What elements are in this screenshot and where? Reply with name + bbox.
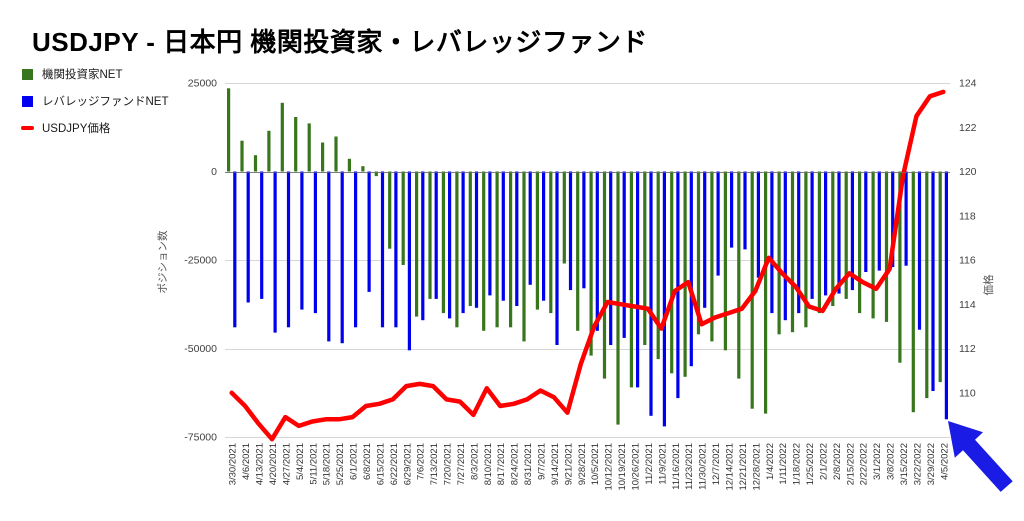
svg-text:120: 120 [959, 166, 977, 178]
svg-text:5/18/2021: 5/18/2021 [322, 443, 333, 485]
svg-text:6/1/2021: 6/1/2021 [349, 443, 360, 480]
svg-text:4/5/2022: 4/5/2022 [939, 443, 950, 480]
svg-text:2/15/2022: 2/15/2022 [845, 443, 856, 485]
legend: 機関投資家NET レバレッジファンドNET USDJPY価格 [21, 66, 169, 147]
svg-text:118: 118 [959, 210, 976, 222]
svg-text:7/20/2021: 7/20/2021 [443, 443, 454, 485]
svg-text:4/20/2021: 4/20/2021 [268, 443, 279, 485]
svg-text:11/30/2021: 11/30/2021 [698, 443, 709, 490]
left-axis-title: ポジション数 [156, 230, 169, 293]
chart-title: USDJPY - 日本円 機関投資家・レバレッジファンド [32, 27, 648, 57]
svg-text:124: 124 [959, 78, 977, 90]
svg-text:11/2/2021: 11/2/2021 [644, 443, 655, 485]
svg-text:-50000: -50000 [184, 343, 217, 355]
svg-text:8/24/2021: 8/24/2021 [510, 443, 521, 485]
svg-text:112: 112 [959, 343, 976, 355]
svg-text:9/21/2021: 9/21/2021 [563, 443, 574, 485]
svg-text:0: 0 [211, 166, 217, 178]
svg-text:3/29/2022: 3/29/2022 [926, 443, 937, 485]
svg-text:12/14/2021: 12/14/2021 [724, 443, 735, 491]
bars-leveraged-net [233, 171, 948, 427]
legend-item-leveraged: レバレッジファンドNET [22, 93, 169, 109]
price-swatch-icon [21, 126, 34, 130]
legend-item-price: USDJPY価格 [21, 120, 169, 136]
svg-text:8/31/2021: 8/31/2021 [523, 443, 534, 485]
svg-text:5/4/2021: 5/4/2021 [295, 443, 306, 480]
svg-text:9/14/2021: 9/14/2021 [550, 443, 561, 485]
svg-text:2/1/2022: 2/1/2022 [818, 443, 829, 480]
svg-text:1/25/2022: 1/25/2022 [805, 443, 816, 485]
svg-text:116: 116 [959, 255, 976, 267]
svg-text:3/1/2022: 3/1/2022 [872, 443, 883, 480]
x-axis-date-labels: 3/30/2021 4/6/2021 4/13/2021 4/20/2021 4/27/… [228, 443, 951, 491]
svg-text:12/7/2021: 12/7/2021 [711, 443, 722, 485]
svg-text:12/21/2021: 12/21/2021 [738, 443, 749, 491]
svg-text:114: 114 [959, 299, 976, 311]
svg-text:3/15/2022: 3/15/2022 [899, 443, 910, 485]
leveraged-swatch-icon [22, 95, 33, 107]
svg-text:-75000: -75000 [184, 432, 217, 444]
svg-text:10/26/2021: 10/26/2021 [630, 443, 641, 491]
svg-text:9/7/2021: 9/7/2021 [537, 443, 548, 480]
svg-text:10/12/2021: 10/12/2021 [604, 443, 615, 491]
svg-text:1/4/2022: 1/4/2022 [765, 443, 776, 480]
svg-text:-25000: -25000 [184, 255, 217, 267]
svg-text:8/3/2021: 8/3/2021 [469, 443, 480, 480]
svg-text:3/8/2022: 3/8/2022 [886, 443, 897, 480]
svg-text:1/11/2022: 1/11/2022 [778, 443, 789, 485]
svg-text:6/8/2021: 6/8/2021 [362, 443, 373, 480]
svg-text:25000: 25000 [188, 78, 217, 90]
svg-text:3/30/2021: 3/30/2021 [228, 443, 239, 485]
right-axis-title: 価格 [982, 274, 995, 295]
svg-text:5/25/2021: 5/25/2021 [335, 443, 346, 485]
svg-text:1/18/2022: 1/18/2022 [792, 443, 803, 485]
svg-text:10/5/2021: 10/5/2021 [590, 443, 601, 485]
svg-text:4/13/2021: 4/13/2021 [255, 443, 266, 485]
svg-text:4/27/2021: 4/27/2021 [281, 443, 292, 485]
legend-label-institutional: 機関投資家NET [42, 69, 123, 81]
axis-titles: ポジション数価格 [156, 230, 995, 295]
gridlines [225, 83, 950, 438]
svg-text:2/22/2022: 2/22/2022 [859, 443, 870, 485]
svg-text:11/16/2021: 11/16/2021 [671, 443, 682, 490]
price-line [229, 89, 946, 442]
svg-text:5/11/2021: 5/11/2021 [308, 443, 319, 485]
svg-text:7/6/2021: 7/6/2021 [416, 443, 427, 480]
bars-institutional-net [227, 88, 942, 425]
svg-text:6/15/2021: 6/15/2021 [375, 443, 386, 485]
svg-text:11/9/2021: 11/9/2021 [657, 443, 668, 485]
svg-text:6/22/2021: 6/22/2021 [389, 443, 400, 485]
svg-text:12/28/2021: 12/28/2021 [751, 443, 762, 491]
svg-text:3/22/2022: 3/22/2022 [912, 443, 923, 485]
svg-text:10/19/2021: 10/19/2021 [617, 443, 628, 491]
legend-label-leveraged: レバレッジファンドNET [42, 96, 169, 108]
svg-text:4/6/2021: 4/6/2021 [241, 443, 252, 480]
svg-text:8/10/2021: 8/10/2021 [483, 443, 494, 485]
institutional-swatch-icon [22, 68, 33, 80]
svg-text:122: 122 [959, 122, 977, 134]
svg-text:8/17/2021: 8/17/2021 [496, 443, 507, 485]
svg-text:7/27/2021: 7/27/2021 [456, 443, 467, 485]
svg-text:7/13/2021: 7/13/2021 [429, 443, 440, 485]
svg-text:2/8/2022: 2/8/2022 [832, 443, 843, 480]
svg-text:11/23/2021: 11/23/2021 [684, 443, 695, 490]
annotation-arrow-icon [948, 421, 1013, 492]
svg-text:9/28/2021: 9/28/2021 [577, 443, 588, 485]
svg-text:110: 110 [959, 387, 976, 399]
legend-label-price: USDJPY価格 [42, 123, 111, 135]
axis-tick-labels: 25000 0 -25000 -50000 -75000 124 122 120 118 116 1… [184, 78, 976, 444]
legend-item-institutional: 機関投資家NET [22, 66, 169, 82]
svg-text:6/29/2021: 6/29/2021 [402, 443, 413, 485]
